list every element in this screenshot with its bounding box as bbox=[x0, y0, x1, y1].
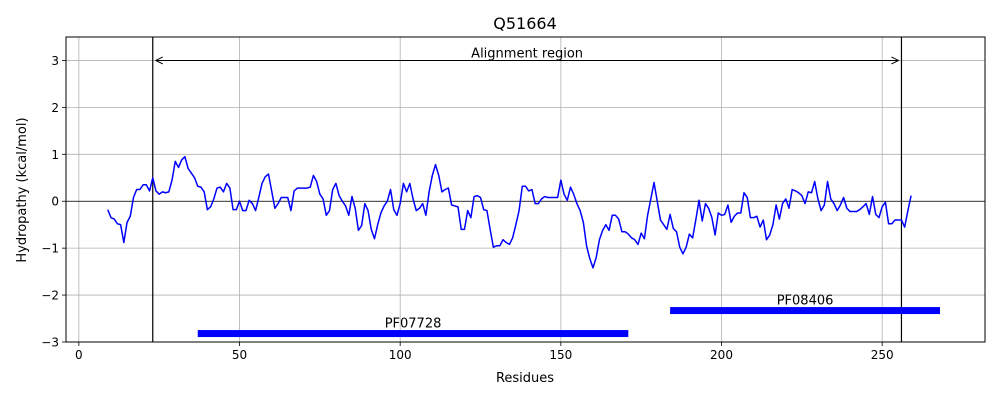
x-tick-label: 50 bbox=[232, 348, 247, 362]
domain-bar bbox=[670, 307, 941, 315]
x-tick-label: 200 bbox=[710, 348, 733, 362]
domain-label: PF07728 bbox=[385, 317, 442, 332]
y-tick-label: 0 bbox=[51, 195, 59, 209]
alignment-arrow-right-head bbox=[891, 56, 900, 65]
x-tick-label: 150 bbox=[549, 348, 572, 362]
pfam-domains: PF07728 PF08406 bbox=[197, 294, 941, 338]
y-tick-label: 3 bbox=[51, 54, 59, 68]
hydropathy-series-line bbox=[107, 155, 912, 269]
x-tick-label: 100 bbox=[389, 348, 412, 362]
grid-lines bbox=[66, 37, 985, 343]
x-axis-ticks: 0 50 100 150 200 250 bbox=[75, 342, 894, 362]
y-tick-label: −3 bbox=[41, 336, 59, 350]
alignment-region-label: Alignment region bbox=[471, 46, 583, 61]
domain-label: PF08406 bbox=[777, 294, 834, 309]
y-axis-label: Hydropathy (kcal/mol) bbox=[15, 117, 30, 262]
domain-bar bbox=[197, 330, 629, 338]
y-tick-label: 1 bbox=[51, 148, 59, 162]
x-tick-label: 250 bbox=[871, 348, 894, 362]
x-tick-label: 0 bbox=[75, 348, 83, 362]
y-tick-label: 2 bbox=[51, 101, 59, 115]
y-tick-label: −1 bbox=[41, 242, 59, 256]
y-tick-label: −2 bbox=[41, 289, 59, 303]
alignment-region: Alignment region bbox=[152, 37, 903, 342]
x-axis-label: Residues bbox=[496, 371, 554, 386]
y-axis-ticks: −3 −2 −1 0 1 2 3 bbox=[41, 54, 66, 350]
alignment-arrow-left-head bbox=[154, 56, 163, 65]
plot-frame bbox=[65, 36, 986, 343]
chart-title: Q51664 bbox=[493, 14, 557, 33]
